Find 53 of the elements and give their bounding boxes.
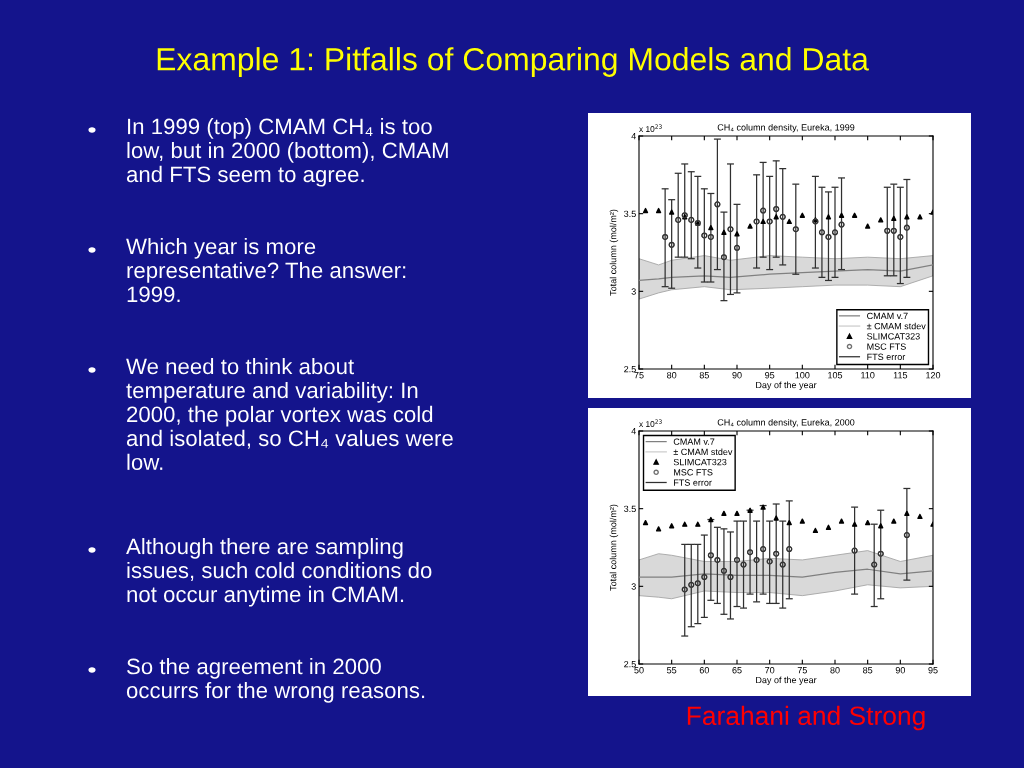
y-tick-label: 4 — [631, 133, 636, 140]
x-tick-label: 115 — [893, 372, 908, 379]
legend-label: FTS error — [674, 479, 712, 486]
x-tick-label: 55 — [667, 667, 677, 674]
legend-label: MSC FTS — [674, 469, 713, 476]
y-tick-label: 3 — [631, 288, 636, 295]
chart-title: CH₄ column density, Eureka, 1999 — [717, 123, 855, 133]
legend-label: CMAM v.7 — [867, 312, 908, 320]
x-tick-label: 105 — [828, 372, 843, 379]
x-tick-label: 95 — [765, 372, 775, 379]
text: We need to think about temperature and variability: In 2000, the polar vortex was cold and isolated, so CH₄ values were low. — [126, 358, 453, 471]
legend-label: CMAM v.7 — [673, 438, 715, 445]
legend-label: SLIMCAT323 — [673, 458, 727, 466]
x-tick-label: 90 — [732, 372, 742, 379]
text: In 1999 (top) CMAM CH₄ is too low, but in 2000 (bottom), CMAM and FTS seem to agree. — [126, 118, 448, 187]
x-tick-label: 75 — [797, 667, 807, 674]
text: Example 1: Pitfalls of Comparing Models and Data — [157, 47, 869, 77]
x-tick-label: 90 — [895, 667, 905, 674]
x-tick-label: 100 — [795, 372, 810, 379]
text: Which year is more representative? The answer: 1999. — [126, 238, 406, 303]
x-tick-label: 85 — [863, 667, 873, 674]
text: So the agreement in 2000 occurrs for the wrong reasons. — [126, 658, 425, 703]
x-tick-label: 120 — [926, 372, 941, 379]
x-tick-label: 95 — [928, 667, 938, 674]
legend-label: ± CMAM stdev — [866, 322, 926, 330]
legend-label: ± CMAM stdev — [673, 448, 733, 456]
chart-title: CH₄ column density, Eureka, 2000 — [717, 418, 855, 428]
x-tick-label: 65 — [732, 667, 742, 674]
y-axis-title: Total column (mol/m²) — [609, 504, 619, 591]
y-axis-title: Total column (mol/m²) — [609, 209, 619, 296]
y-tick-label: 3 — [631, 583, 636, 590]
x-tick-label: 110 — [861, 372, 875, 379]
y-tick-label: 2.5 — [624, 365, 636, 373]
x-tick-label: 70 — [765, 667, 775, 674]
y-tick-label: 2.5 — [624, 660, 636, 668]
x-tick-label: 60 — [699, 667, 709, 674]
y-tick-label: 4 — [631, 428, 636, 435]
text: Although there are sampling issues, such cold conditions do not occur anytime in CMAM. — [126, 538, 432, 607]
legend-label: FTS error — [867, 353, 906, 360]
y-tick-label: 3.5 — [624, 505, 636, 513]
x-tick-label: 80 — [667, 372, 677, 379]
text: x 10$^{23}$ — [639, 124, 662, 132]
x-axis-title: Day of the year — [756, 676, 817, 685]
y-tick-label: 3.5 — [624, 210, 636, 218]
legend-label: SLIMCAT323 — [867, 333, 920, 340]
text: x 10$^{23}$ — [639, 419, 662, 427]
x-tick-label: 80 — [830, 667, 840, 674]
x-tick-label: 85 — [699, 372, 709, 379]
text: Farahani and Strong — [687, 705, 925, 731]
legend-label: MSC FTS — [867, 343, 906, 350]
x-tick-label: 50 — [634, 667, 644, 674]
x-tick-label: 75 — [634, 372, 644, 379]
x-axis-title: Day of the year — [756, 381, 817, 390]
